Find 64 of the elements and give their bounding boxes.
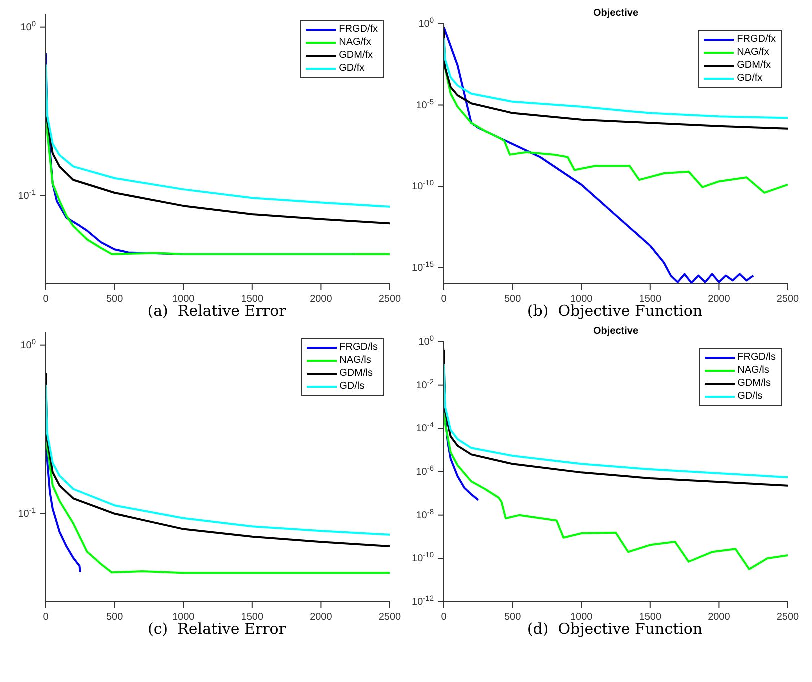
legend-label: GD/ls (340, 380, 365, 393)
line-series (444, 29, 788, 130)
x-tick-label: 500 (504, 612, 522, 623)
x-tick-label: 0 (43, 294, 50, 305)
x-tick-label: 2000 (310, 294, 333, 305)
x-tick-label: 2000 (310, 612, 333, 623)
x-tick-label: 2000 (708, 612, 731, 623)
x-tick-label: 1000 (172, 294, 196, 305)
x-tick-label: 0 (441, 612, 448, 623)
legend-label: GD/ls (738, 390, 763, 403)
y-tick-label: 10$^{-10}$ (412, 178, 434, 192)
y-tick-label: 10$^{0}$ (20, 18, 36, 34)
legend-label: GDM/fx (339, 49, 373, 62)
x-tick-label: 1500 (241, 294, 264, 305)
legend-label: GDM/fx (737, 59, 771, 72)
x-tick-label: 2000 (708, 294, 731, 305)
legend-label: FRGD/fx (339, 23, 378, 36)
x-tick-label: 1500 (639, 294, 662, 305)
legend-label: FRGD/ls (738, 351, 776, 364)
text: (d) Objective Function (527, 620, 703, 638)
x-tick-label: 500 (106, 294, 124, 305)
x-tick-label: 500 (504, 294, 522, 305)
text: (c) Relative Error (148, 620, 286, 638)
x-tick-label: 500 (106, 612, 124, 623)
y-tick-label: 10$^{-5}$ (416, 96, 434, 112)
chart-title: Objective (592, 326, 640, 337)
y-tick-label: 10$^{-12}$ (412, 594, 434, 608)
x-tick-label: 0 (441, 294, 448, 305)
x-tick-label: 2500 (776, 294, 800, 305)
x-tick-label: 2500 (776, 612, 800, 623)
legend-label: FRGD/ls (340, 341, 378, 354)
line-series (444, 348, 788, 487)
x-tick-label: 1000 (570, 294, 594, 305)
x-tick-label: 1000 (570, 612, 594, 623)
x-tick-label: 1000 (172, 612, 196, 623)
legend-label: GDM/ls (340, 367, 373, 380)
y-tick-label: 10$^{-2}$ (416, 376, 434, 392)
legend-label: GD/fx (737, 72, 763, 85)
y-tick-label: 10$^{-6}$ (416, 464, 434, 478)
x-tick-label: 1500 (639, 612, 662, 623)
y-tick-label: 10$^{-8}$ (416, 506, 434, 522)
line-series (444, 364, 788, 478)
x-tick-label: 2500 (378, 612, 402, 623)
y-tick-label: 10$^{-1}$ (18, 505, 36, 520)
y-tick-label: 10$^{-1}$ (18, 187, 36, 202)
text: (b) Objective Function (527, 302, 703, 320)
legend-label: NAG/fx (339, 36, 372, 49)
x-tick-label: 2500 (378, 294, 402, 305)
text: (a) Relative Error (148, 302, 286, 320)
legend-label: FRGD/fx (737, 33, 776, 46)
legend-label: NAG/ls (738, 364, 770, 377)
y-tick-label: 10$^{0}$ (418, 334, 434, 348)
y-tick-label: 10$^{-15}$ (412, 259, 434, 274)
legend-label: GDM/ls (738, 377, 771, 390)
y-tick-label: 10$^{-4}$ (416, 420, 434, 435)
legend-label: GD/fx (339, 62, 365, 75)
y-tick-label: 10$^{-10}$ (412, 550, 434, 565)
y-tick-label: 10$^{0}$ (418, 16, 434, 30)
y-tick-label: 10$^{0}$ (20, 336, 36, 352)
x-tick-label: 1500 (241, 612, 264, 623)
legend-label: NAG/ls (340, 354, 372, 367)
chart-title: Objective (592, 8, 640, 19)
legend-label: NAG/fx (737, 46, 770, 59)
x-tick-label: 0 (43, 612, 50, 623)
